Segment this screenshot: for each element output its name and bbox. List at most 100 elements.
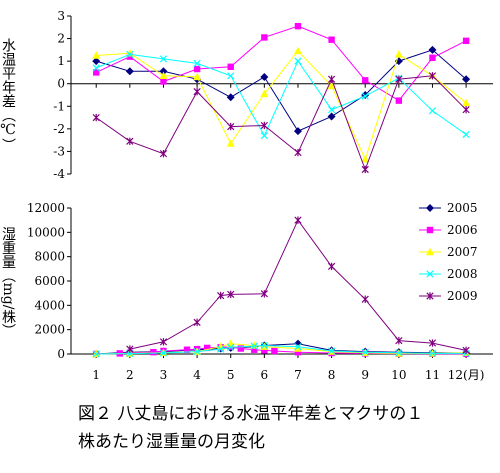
legend-label: 2007: [447, 245, 478, 259]
series-2006-point: [237, 345, 245, 352]
series-2007-point: [159, 71, 168, 80]
series-2009-point: [395, 75, 403, 83]
series-2005: [92, 45, 471, 136]
series-2007-point: [361, 155, 370, 163]
legend-item-2005: 2005: [419, 201, 478, 215]
series-2005-point: [462, 75, 471, 84]
series-2008-point: [294, 343, 302, 351]
series-2008-point: [260, 341, 268, 350]
legend-item-2008: 2008: [419, 267, 478, 281]
series-2006-point: [193, 65, 201, 73]
series-2007-line: [96, 50, 467, 161]
x-tick-label: 5: [227, 368, 235, 382]
series-2005-point: [293, 339, 302, 348]
series-2008: [92, 50, 470, 140]
legend-marker: [426, 270, 434, 278]
y-tick-label: 3: [57, 9, 65, 23]
x-tick-label: 7: [294, 368, 302, 382]
series-2005-point: [428, 45, 437, 54]
series-2005-point: [327, 112, 336, 121]
series-2009-point: [227, 290, 235, 299]
series-2008-point: [327, 106, 336, 114]
legend-item-2007: 2007: [419, 245, 478, 259]
y-tick-label: 0: [57, 77, 65, 91]
x-tick-label: 2: [126, 368, 134, 382]
series-2006-point: [462, 37, 470, 45]
series-2006-point: [328, 36, 335, 43]
series-2009-point: [92, 113, 100, 122]
y-tick-label: 12000: [27, 201, 65, 215]
series-2006-point: [183, 346, 191, 353]
series-2009-point: [217, 291, 225, 300]
series-2006-point: [271, 347, 278, 355]
x-tick-label: 12(月): [448, 368, 485, 382]
x-tick-label: 1: [92, 368, 100, 382]
series-2008-point: [193, 347, 201, 356]
series-2006: [93, 22, 470, 104]
legend-label: 2008: [447, 267, 478, 281]
x-tick-label: 4: [193, 368, 201, 382]
series-2007-point: [293, 46, 302, 55]
series-2005: [92, 339, 471, 358]
series-2006-point: [160, 78, 167, 85]
series-2006-point: [362, 77, 369, 84]
series-2006-point: [429, 54, 436, 61]
series-2007-point: [327, 81, 336, 90]
y-tick-label: 2: [57, 32, 65, 46]
series-2009-point: [159, 149, 168, 158]
series-2006: [93, 343, 470, 358]
y-tick-label: -4: [53, 167, 65, 181]
series-2007-point: [250, 341, 259, 349]
series-2006-point: [294, 22, 302, 30]
legend-marker: [426, 204, 434, 212]
legend-label: 2009: [447, 289, 478, 303]
series-2009: [126, 216, 470, 355]
y-tick-label: 0: [57, 347, 65, 361]
legend-label: 2005: [447, 201, 478, 215]
series-2009-point: [159, 338, 168, 346]
x-tick-label: 11: [425, 368, 440, 382]
series-2007-point: [226, 139, 235, 147]
series-2008-point: [428, 349, 437, 358]
series-2009-point: [428, 72, 437, 80]
series-2008-point: [361, 92, 369, 100]
series-2008-point: [428, 107, 437, 115]
legend: 2005 2006 2007 2008 2009: [419, 201, 478, 303]
series-2008-point: [260, 132, 268, 140]
series-2009-point: [361, 295, 369, 303]
series-2008-point: [217, 345, 225, 353]
series-2007-point: [226, 339, 235, 347]
series-2009-point: [126, 345, 134, 353]
series-2009-point: [428, 339, 437, 347]
chart1-ylabel: 水温平年差（℃）: [0, 38, 16, 152]
series-2009-point: [260, 290, 268, 298]
series-2006-point: [395, 97, 403, 104]
x-tick-label: 8: [328, 368, 336, 382]
series-2005-point: [226, 93, 235, 102]
legend-marker: [426, 226, 434, 234]
series-2009-point: [361, 165, 369, 174]
series-2005-point: [92, 57, 101, 66]
series-2009-point: [193, 318, 201, 327]
series-2009: [92, 72, 470, 174]
series-2009-line: [129, 219, 467, 351]
y-tick-label: -2: [53, 122, 65, 136]
series-2007-point: [193, 72, 202, 81]
series-2008-point: [227, 72, 235, 80]
series-2008-point: [159, 349, 168, 357]
x-tick-label: 6: [261, 368, 269, 382]
legend-marker: [426, 247, 434, 256]
series-2007-point: [216, 342, 225, 350]
series-2006-point: [261, 347, 268, 354]
series-2008-point: [361, 348, 369, 356]
series-2009-point: [126, 137, 134, 145]
series-2009-point: [327, 262, 336, 271]
series-2005-point: [125, 67, 134, 76]
y-tick-label: 1: [57, 54, 65, 68]
series-2008-point: [250, 342, 258, 350]
series-2006-point: [93, 69, 100, 76]
series-2005-point: [159, 67, 168, 76]
series-2007-point: [293, 344, 302, 352]
y-tick-label: 10000: [27, 225, 65, 239]
